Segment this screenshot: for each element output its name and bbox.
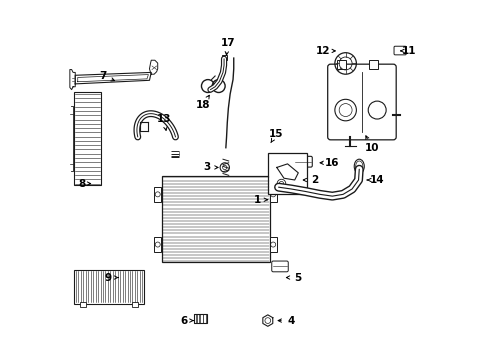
Bar [221, 55, 226, 60]
Text: 12: 12 [316, 46, 330, 56]
Text: 13: 13 [156, 114, 171, 124]
Bar [203, 314, 205, 323]
Bar [269, 237, 276, 252]
FancyBboxPatch shape [393, 46, 406, 55]
Text: 2: 2 [310, 175, 317, 185]
Bar [154, 187, 161, 202]
Text: 15: 15 [268, 129, 283, 139]
Bar [267, 153, 306, 194]
Ellipse shape [355, 161, 362, 172]
Text: 4: 4 [287, 316, 294, 325]
Text: 7: 7 [99, 71, 106, 81]
FancyBboxPatch shape [293, 156, 312, 167]
Bar [162, 176, 269, 262]
Text: 17: 17 [220, 38, 234, 48]
Text: 5: 5 [293, 273, 301, 283]
Ellipse shape [353, 159, 364, 174]
Text: 10: 10 [364, 143, 378, 153]
Bar [74, 270, 144, 304]
Text: 11: 11 [401, 46, 415, 56]
Text: 18: 18 [196, 100, 210, 110]
FancyBboxPatch shape [327, 64, 395, 140]
Bar [193, 314, 207, 323]
Bar [132, 302, 138, 307]
Text: 3: 3 [203, 162, 210, 172]
Bar [269, 187, 276, 202]
Text: 16: 16 [325, 158, 339, 168]
Bar [193, 314, 196, 323]
Bar [154, 237, 161, 252]
Text: 1: 1 [253, 195, 260, 205]
Text: 8: 8 [78, 179, 85, 189]
Bar [368, 60, 377, 69]
Bar [80, 302, 86, 307]
Bar [74, 92, 101, 185]
Text: 6: 6 [180, 316, 187, 325]
Text: 14: 14 [369, 175, 384, 185]
Bar [196, 314, 199, 323]
FancyBboxPatch shape [271, 261, 287, 272]
Bar [200, 314, 202, 323]
Text: 9: 9 [104, 273, 112, 283]
Bar [336, 60, 345, 69]
